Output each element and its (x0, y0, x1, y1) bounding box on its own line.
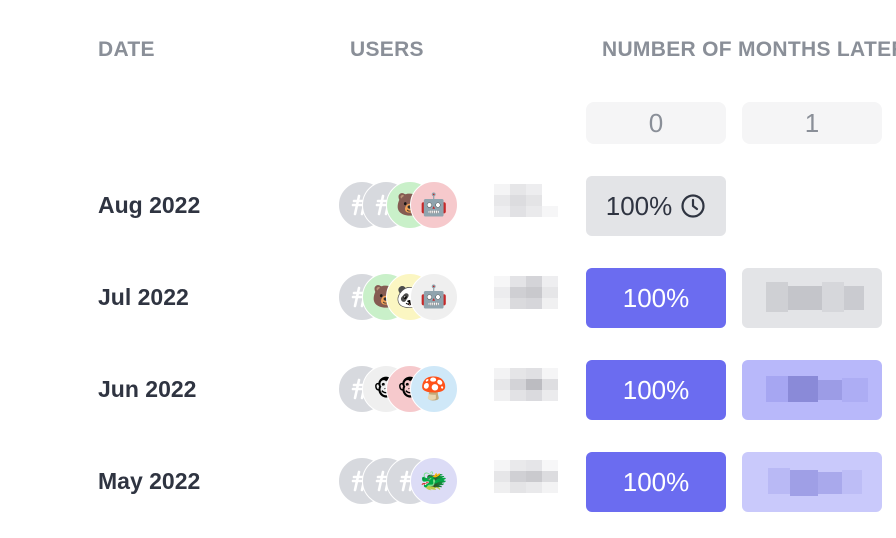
cohort-row[interactable]: May 2022 🐲 100% (0, 452, 896, 512)
retention-value: 100% (622, 466, 690, 497)
dragon-avatar: 🐲 (410, 457, 458, 505)
retention-cell-month-1[interactable] (742, 268, 882, 328)
retention-value: 100% (605, 190, 673, 221)
retention-value: 100% (622, 374, 690, 405)
cohort-date: Jun 2022 (98, 376, 197, 402)
user-avatar-stack[interactable]: 🐲 (338, 457, 478, 507)
redacted-user-count (494, 368, 558, 412)
mushroom-avatar: 🍄 (410, 365, 458, 413)
cohort-date: May 2022 (98, 468, 201, 494)
date-column-header: DATE (98, 38, 155, 61)
retention-cell-month-0[interactable]: 100% (586, 360, 726, 420)
clock-icon (681, 194, 705, 218)
redacted-user-count (494, 460, 558, 504)
month-column-0: 0 (586, 102, 726, 144)
month-column-1: 1 (742, 102, 882, 144)
cohort-row[interactable]: Aug 2022 🐻 🤖 100% (0, 176, 896, 236)
robot-avatar: 🤖 (410, 181, 458, 229)
user-avatar-stack[interactable]: 🐵 🐵 🍄 (338, 365, 478, 415)
cohort-row[interactable]: Jul 2022 🐻 🐼 🤖 100% (0, 268, 896, 328)
robot-avatar: 🤖 (410, 273, 458, 321)
retention-cell-month-0[interactable]: 100% (586, 268, 726, 328)
user-avatar-stack[interactable]: 🐻 🐼 🤖 (338, 273, 478, 323)
cohort-row[interactable]: Jun 2022 🐵 🐵 🍄 100% (0, 360, 896, 420)
retention-value: 100% (622, 282, 690, 313)
redacted-user-count (494, 184, 558, 228)
retention-cell-month-0[interactable]: 100% (586, 452, 726, 512)
redacted-user-count (494, 276, 558, 320)
users-column-header: USERS (350, 38, 424, 61)
months-later-column-header: NUMBER OF MONTHS LATER (602, 38, 896, 61)
cohort-date: Aug 2022 (98, 192, 201, 218)
user-avatar-stack[interactable]: 🐻 🤖 (338, 181, 478, 231)
cohort-date: Jul 2022 (98, 284, 189, 310)
retention-cell-month-0[interactable]: 100% (586, 176, 726, 236)
retention-cell-month-1[interactable] (742, 360, 882, 420)
retention-cell-month-1[interactable] (742, 452, 882, 512)
